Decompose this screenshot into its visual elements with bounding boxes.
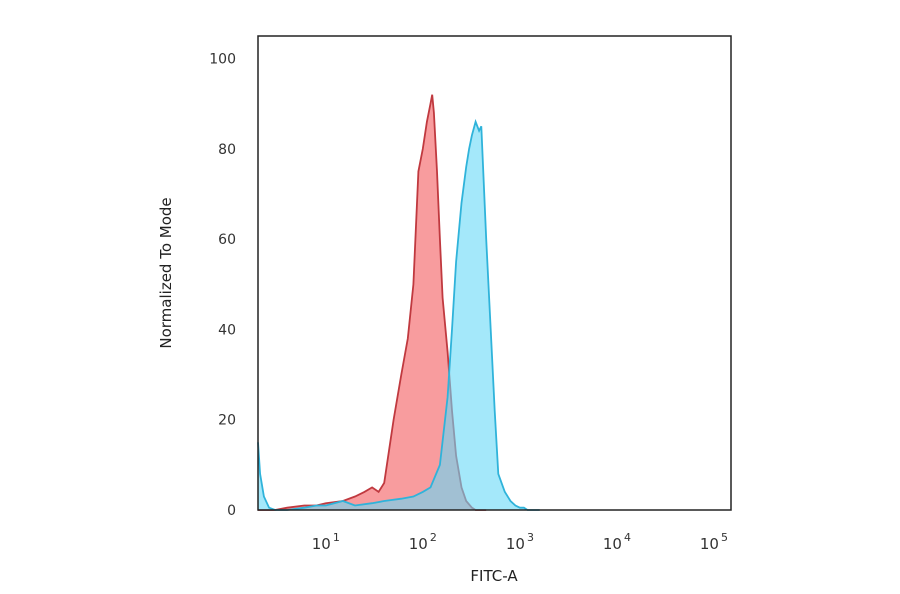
x-tick-label: 10 1 bbox=[312, 531, 340, 553]
series-1-area bbox=[258, 94, 487, 510]
x-tick-labels: 10 1 10 2 10 3 10 4 10 5 bbox=[312, 531, 728, 553]
series-2-area bbox=[258, 121, 540, 511]
y-tick-label: 80 bbox=[218, 142, 236, 158]
y-tick-label: 100 bbox=[209, 52, 236, 68]
y-tick-label: 0 bbox=[227, 503, 236, 519]
y-axis-title: Normalized To Mode bbox=[157, 197, 175, 348]
y-tick-labels: 0 20 40 60 80 100 bbox=[209, 52, 236, 519]
x-tick-label: 10 3 bbox=[506, 531, 534, 553]
series-layer bbox=[257, 94, 540, 511]
x-tick-label: 10 5 bbox=[700, 531, 728, 553]
x-axis-title: FITC-A bbox=[470, 567, 518, 585]
x-tick-label: 10 2 bbox=[409, 531, 437, 553]
series-2-line bbox=[257, 118, 540, 511]
y-tick-label: 60 bbox=[218, 232, 236, 248]
x-tick-label: 10 4 bbox=[603, 531, 631, 553]
plot-frame bbox=[257, 35, 732, 511]
y-tick-label: 40 bbox=[218, 322, 236, 338]
y-tick-label: 20 bbox=[218, 413, 236, 429]
